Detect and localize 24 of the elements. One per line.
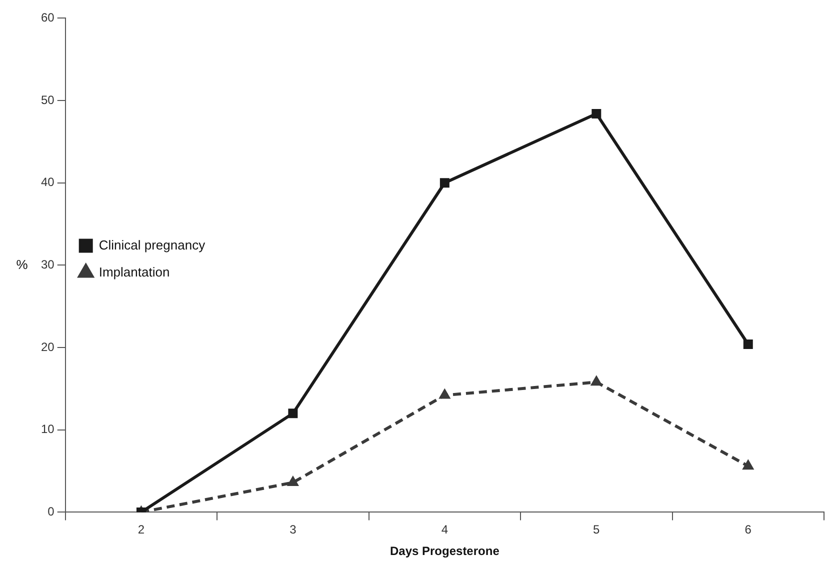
point xyxy=(287,476,299,486)
y-tick-label: 0 xyxy=(48,504,55,519)
y-axis-title: % xyxy=(16,256,28,272)
legend-label: Implantation xyxy=(98,264,170,280)
point xyxy=(440,178,450,188)
point xyxy=(590,376,602,386)
x-tick-label: 4 xyxy=(441,522,448,537)
point xyxy=(592,108,602,118)
y-tick-label: 30 xyxy=(40,258,55,272)
x-tick-label: 5 xyxy=(593,522,600,537)
point xyxy=(743,340,753,349)
point xyxy=(742,460,754,470)
y-tick-label: 10 xyxy=(40,422,55,436)
legend-label: Clinical pregnancy xyxy=(98,237,206,252)
x-tick-label: 2 xyxy=(138,522,145,537)
y-tick-label: 60 xyxy=(40,10,55,25)
point xyxy=(438,388,450,399)
x-tick-label: 3 xyxy=(290,522,297,537)
y-tick-label: 50 xyxy=(40,92,55,107)
x-tick-label: 6 xyxy=(744,522,752,537)
x-axis-title: Days Progesterone xyxy=(390,544,500,558)
point xyxy=(288,408,298,418)
y-tick-label: 40 xyxy=(40,175,55,190)
y-tick-label: 20 xyxy=(40,340,55,354)
